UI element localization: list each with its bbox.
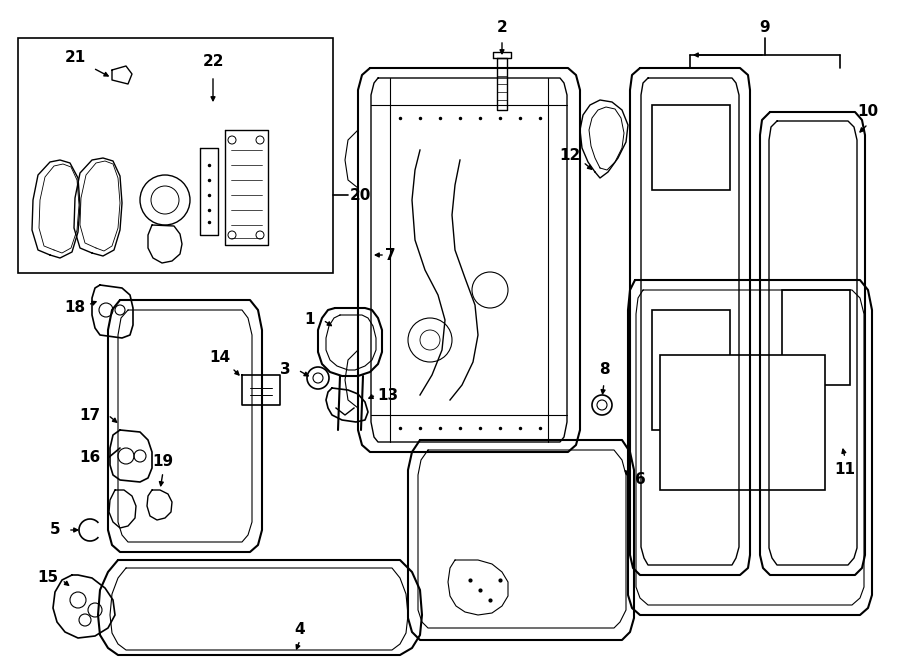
Text: 19: 19 — [152, 455, 174, 469]
Text: 4: 4 — [294, 623, 305, 637]
Text: 17: 17 — [79, 407, 101, 422]
Text: 3: 3 — [280, 362, 291, 377]
Text: 22: 22 — [202, 54, 224, 69]
Text: 7: 7 — [384, 247, 395, 262]
Text: 20: 20 — [349, 188, 371, 202]
Text: 5: 5 — [50, 522, 60, 537]
Text: 6: 6 — [634, 473, 645, 488]
Text: 14: 14 — [210, 350, 230, 366]
Text: 15: 15 — [38, 570, 58, 586]
Text: 1: 1 — [305, 313, 315, 327]
Text: 13: 13 — [377, 387, 399, 403]
Bar — [18, 38, 333, 273]
Text: 10: 10 — [858, 104, 878, 120]
Bar — [652, 105, 730, 190]
Text: 21: 21 — [65, 50, 86, 65]
Text: 8: 8 — [598, 362, 609, 377]
Text: 9: 9 — [760, 20, 770, 36]
Text: 16: 16 — [79, 451, 101, 465]
Bar — [782, 290, 850, 385]
Text: 12: 12 — [560, 147, 580, 163]
Text: 11: 11 — [834, 463, 856, 477]
Bar — [660, 355, 825, 490]
Text: 18: 18 — [65, 301, 86, 315]
Text: 2: 2 — [497, 20, 508, 36]
Bar — [652, 310, 730, 430]
